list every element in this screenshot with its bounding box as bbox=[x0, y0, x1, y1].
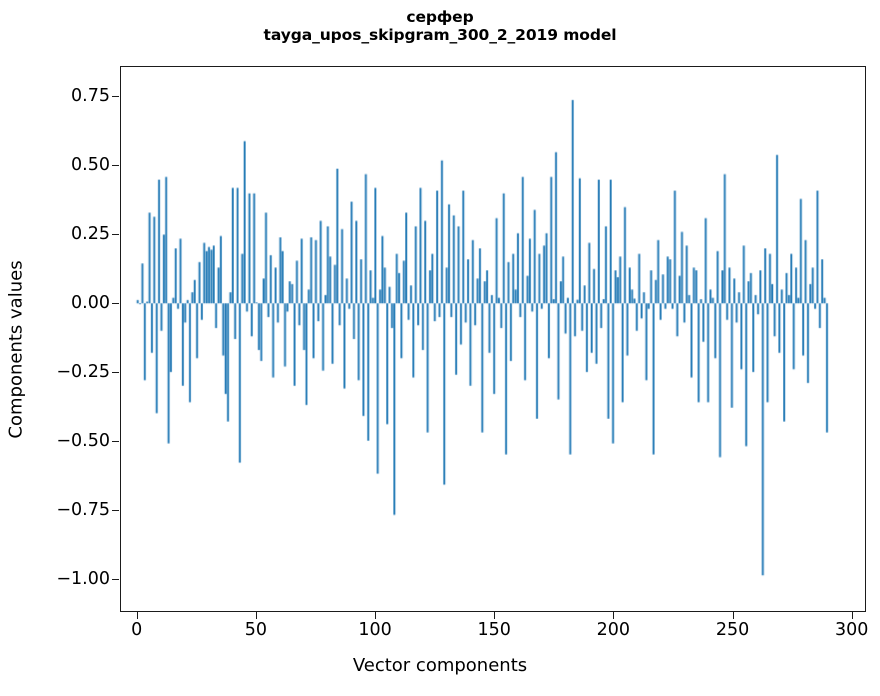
x-axis-tick-label: 0 bbox=[131, 620, 143, 640]
y-axis-tick-mark bbox=[112, 509, 119, 511]
chart-title: серфер tayga_upos_skipgram_300_2_2019 mo… bbox=[0, 8, 880, 45]
x-axis-tick-label: 50 bbox=[244, 620, 267, 640]
y-axis-tick-label: 0.50 bbox=[71, 155, 110, 176]
y-axis-tick-label: 0.25 bbox=[71, 224, 110, 245]
x-axis-tick-mark bbox=[494, 612, 496, 619]
y-axis-tick-label: 0.75 bbox=[71, 86, 110, 107]
x-axis-tick-mark bbox=[732, 612, 734, 619]
chart-title-line-1: серфер bbox=[406, 8, 474, 26]
y-axis-tick-label: −1.00 bbox=[56, 568, 110, 589]
y-axis-tick-labels: 0.75 0.50 0.25 0.00 −0.25 −0.50 −0.75 −1.00 bbox=[0, 0, 110, 696]
y-axis-tick-mark bbox=[112, 96, 119, 98]
x-axis-tick-mark bbox=[851, 612, 853, 619]
y-axis-tick-label: −0.25 bbox=[56, 362, 110, 383]
y-axis-tick-label: 0.00 bbox=[71, 293, 110, 314]
x-axis-tick-label: 100 bbox=[358, 620, 392, 640]
x-axis-tick-mark bbox=[613, 612, 615, 619]
y-axis-tick-mark bbox=[112, 372, 119, 374]
x-axis-label: Vector components bbox=[352, 655, 528, 676]
x-axis-tick-label: 300 bbox=[834, 620, 869, 640]
x-axis-tick-label: 250 bbox=[715, 620, 750, 640]
x-axis-tick-label: 150 bbox=[477, 620, 511, 640]
y-axis-tick-mark bbox=[112, 234, 119, 236]
chart-title-line-2: tayga_upos_skipgram_300_2_2019 model bbox=[263, 26, 617, 45]
y-axis-tick-mark bbox=[112, 578, 119, 580]
bar-series-canvas bbox=[121, 67, 865, 611]
x-axis-tick-label: 200 bbox=[596, 620, 631, 640]
y-axis-tick-mark bbox=[112, 303, 119, 305]
y-axis-tick-label: −0.75 bbox=[56, 499, 110, 520]
x-axis-tick-mark bbox=[136, 612, 138, 619]
y-axis-tick-mark bbox=[112, 441, 119, 443]
y-axis-tick-mark bbox=[112, 165, 119, 167]
y-axis-label: Components values bbox=[5, 260, 27, 439]
x-axis-tick-mark bbox=[255, 612, 257, 619]
y-axis-tick-label: −0.50 bbox=[56, 431, 110, 452]
plot-area bbox=[120, 66, 866, 612]
x-axis-tick-mark bbox=[375, 612, 377, 619]
